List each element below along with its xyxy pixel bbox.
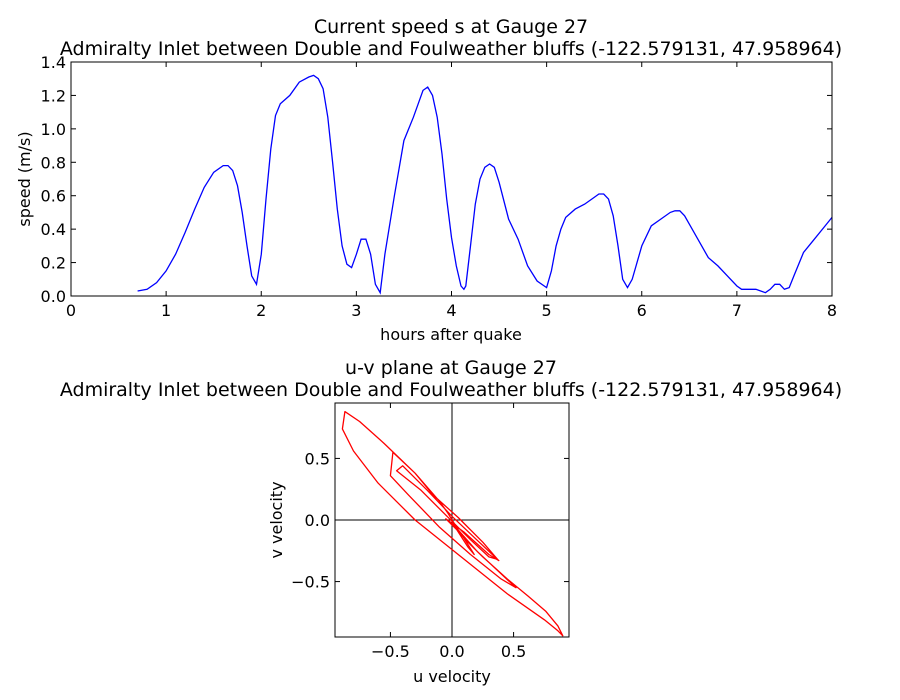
- speed-chart-title-line2: Admiralty Inlet between Double and Foulw…: [60, 38, 842, 60]
- speed-xtick-label: 6: [637, 301, 647, 320]
- speed-chart-ylabel: speed (m/s): [15, 131, 34, 226]
- speed-ytick-label: 1.4: [41, 53, 66, 72]
- uv-plot-frame: [334, 402, 570, 638]
- speed-xtick-label: 1: [161, 301, 171, 320]
- speed-ytick-label: 0.8: [41, 153, 66, 172]
- uv-chart-ylabel: v velocity: [267, 481, 286, 558]
- speed-ytick-label: 1.2: [41, 86, 66, 105]
- speed-series-line: [137, 74, 833, 295]
- uv-ytick-label: 0.5: [305, 449, 330, 468]
- uv-chart-title-line1: u-v plane at Gauge 27: [345, 357, 557, 379]
- speed-ytick-label: 0.0: [41, 287, 66, 306]
- speed-xtick-label: 0: [66, 301, 76, 320]
- speed-ytick-label: 0.6: [41, 187, 66, 206]
- speed-xtick-label: 4: [446, 301, 456, 320]
- speed-plot-frame: [70, 61, 833, 297]
- uv-ytick-label: −0.5: [291, 573, 330, 592]
- uv-xtick-label: 0.0: [439, 642, 464, 661]
- speed-xtick-label: 2: [256, 301, 266, 320]
- uv-series-line: [341, 410, 564, 637]
- speed-ytick-label: 0.2: [41, 254, 66, 273]
- uv-ytick-label: 0.0: [305, 511, 330, 530]
- speed-chart-xlabel: hours after quake: [380, 325, 522, 344]
- speed-xtick-label: 3: [351, 301, 361, 320]
- speed-chart: Current speed s at Gauge 27 Admiralty In…: [15, 16, 842, 344]
- uv-chart-title-line2: Admiralty Inlet between Double and Foulw…: [60, 379, 842, 401]
- speed-xtick-label: 7: [732, 301, 742, 320]
- uv-xtick-label: −0.5: [371, 642, 410, 661]
- speed-ytick-label: 0.4: [41, 220, 66, 239]
- speed-chart-title-line1: Current speed s at Gauge 27: [314, 16, 588, 38]
- uv-chart-xlabel: u velocity: [413, 667, 491, 686]
- uv-xtick-label: 0.5: [501, 642, 526, 661]
- uv-chart-ticks: −0.5 0.0 0.5 −0.5 0.0 0.5: [291, 403, 569, 661]
- speed-ytick-label: 1.0: [41, 120, 66, 139]
- speed-chart-ticks: 0 1 2 3 4 5 6 7 8 0.0 0.2 0.4 0.6 0.8 1.0 1.2 1.4: [41, 53, 838, 320]
- speed-xtick-label: 8: [827, 301, 837, 320]
- uv-chart: u-v plane at Gauge 27 Admiralty Inlet be…: [60, 357, 842, 686]
- speed-xtick-label: 5: [542, 301, 552, 320]
